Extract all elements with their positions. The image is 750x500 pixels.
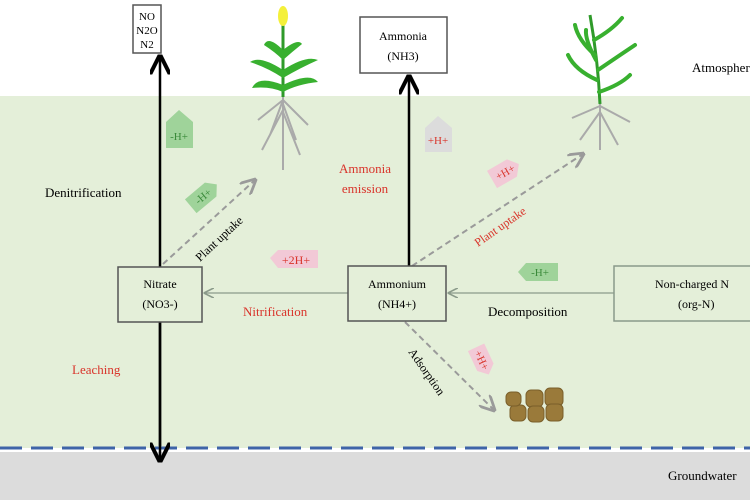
tag-decomposition: -H+	[518, 263, 558, 281]
ammonia-emission-label-2: emission	[342, 181, 389, 196]
ammonium-formula: (NH4+)	[378, 297, 416, 311]
ammonia-formula: (NH3)	[387, 49, 418, 63]
plant-uptake-nitrate-arrow	[162, 180, 255, 265]
tag-text: -H+	[170, 131, 188, 143]
tag-nitrate-uptake: -H+	[184, 182, 217, 214]
groundwater-label: Groundwater	[668, 468, 737, 483]
nitrate-formula: (NO3-)	[142, 297, 177, 311]
plant-right-icon	[566, 14, 637, 150]
organic-n-box: Non-charged N (org-N)	[613, 265, 750, 322]
organic-n-name: Non-charged N	[655, 277, 729, 291]
leaching-label: Leaching	[72, 362, 121, 377]
gas-no: NO	[139, 11, 155, 23]
atmosphere-label: Atmosphere	[692, 60, 750, 75]
nitrate-box: Nitrate (NO3-)	[117, 266, 203, 323]
tag-text: +2H+	[282, 253, 310, 267]
tag-text: -H+	[531, 267, 549, 279]
denitrification-label: Denitrification	[45, 185, 122, 200]
tag-ammonia-emission: +H+	[425, 116, 452, 152]
plant-uptake-ammonium-arrow	[411, 154, 583, 267]
soil-particles-icon	[505, 387, 564, 423]
ammonium-box: Ammonium (NH4+)	[347, 265, 447, 322]
ammonia-emission-label-1: Ammonia	[339, 161, 391, 176]
ammonia-box: Ammonia (NH3)	[359, 16, 448, 74]
decomposition-label: Decomposition	[488, 304, 568, 319]
ammonia-name: Ammonia	[379, 29, 428, 43]
tag-ammonium-uptake: +H+	[487, 159, 519, 189]
organic-n-formula: (org-N)	[678, 297, 714, 311]
tag-text: +H+	[428, 135, 448, 147]
nitrification-label: Nitrification	[243, 304, 308, 319]
gases-box: NO N2O N2	[132, 4, 162, 54]
nitrate-name: Nitrate	[143, 277, 176, 291]
plant-left-icon	[250, 6, 318, 170]
groundwater-zone	[0, 452, 750, 500]
tag-nitrification: +2H+	[270, 250, 318, 268]
gas-n2: N2	[140, 39, 153, 51]
tag-adsorption: +H+	[467, 343, 494, 375]
adsorption-arrow	[404, 321, 494, 410]
ammonium-name: Ammonium	[368, 277, 427, 291]
tag-denitrification: -H+	[166, 110, 193, 148]
gas-n2o: N2O	[136, 25, 157, 37]
